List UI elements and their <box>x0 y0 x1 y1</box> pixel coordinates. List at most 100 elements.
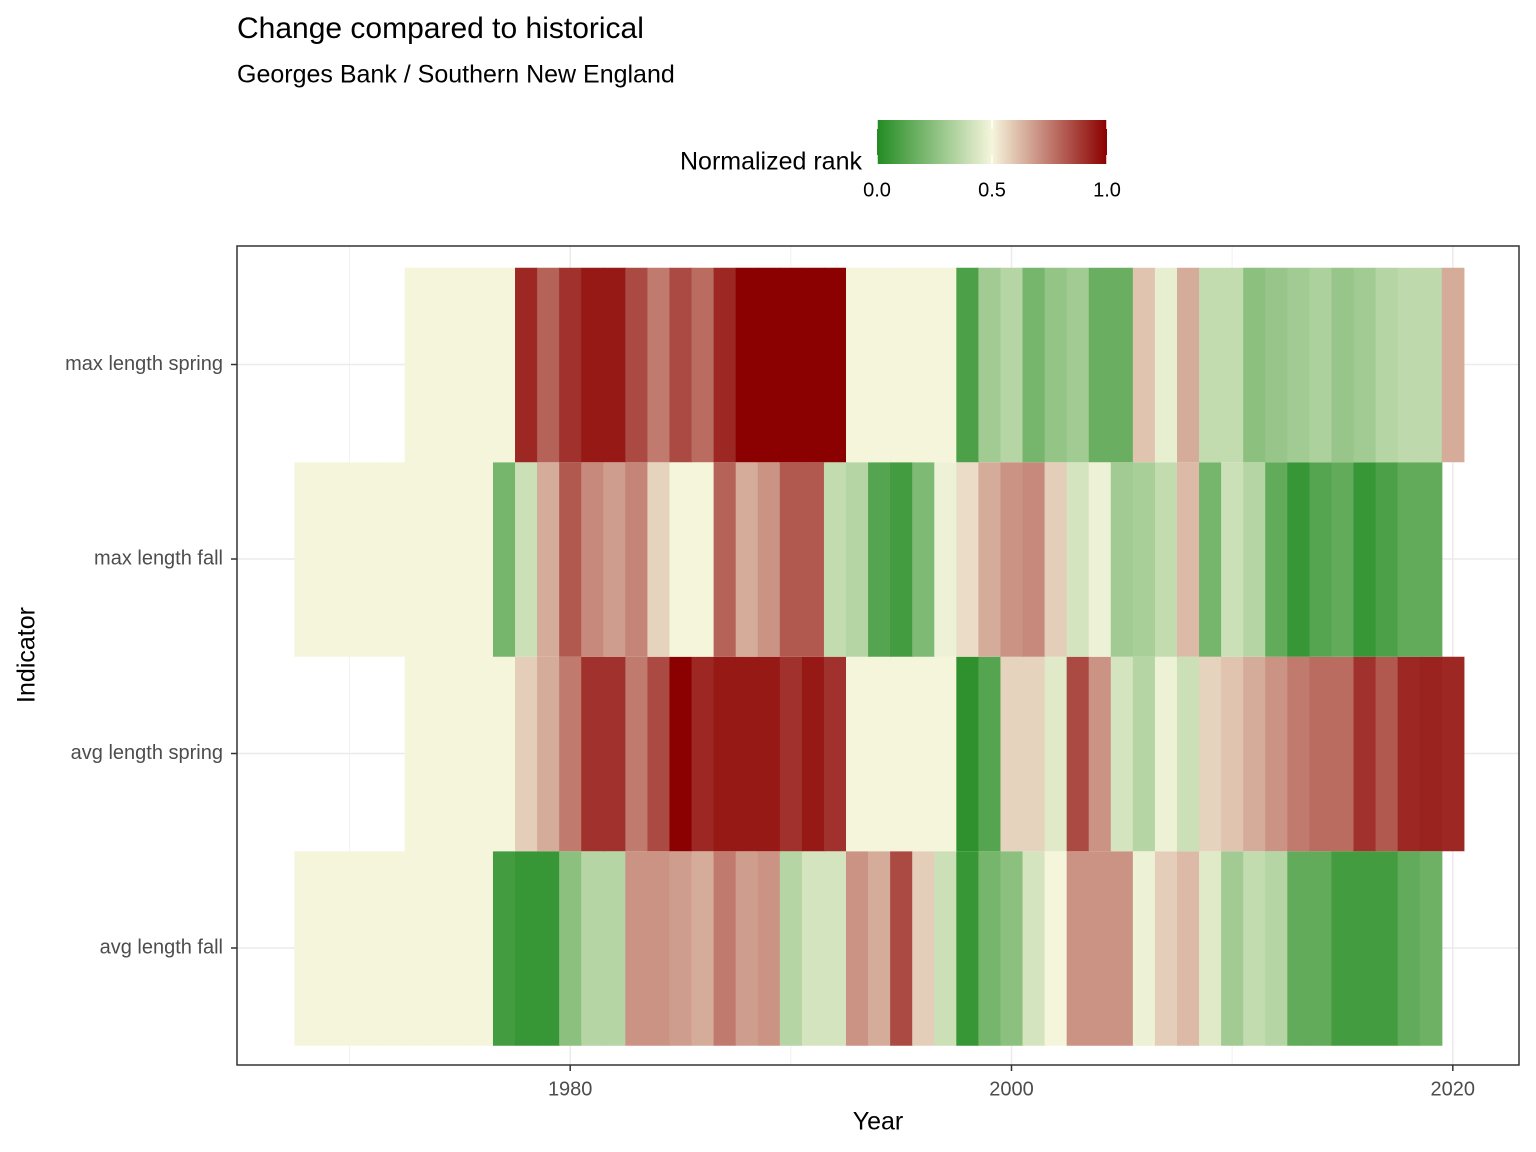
heat-cell <box>713 851 737 1046</box>
heat-cell <box>1331 267 1355 463</box>
y-tick-label: avg length fall <box>100 936 223 958</box>
heat-cell <box>1199 462 1222 657</box>
x-axis-label: Year <box>853 1108 904 1136</box>
heat-cell <box>470 851 494 1046</box>
heat-cell <box>1221 656 1244 852</box>
heat-cell <box>1066 462 1090 657</box>
heat-cell <box>713 656 737 852</box>
heat-cell <box>978 462 1002 657</box>
heat-cell <box>1000 851 1024 1046</box>
heat-cell <box>1176 462 1200 657</box>
heat-cell <box>316 462 340 657</box>
heat-cell <box>1309 851 1333 1046</box>
heat-cell <box>1154 462 1178 657</box>
heat-cell <box>1088 656 1112 852</box>
heat-cell <box>470 462 494 657</box>
heat-cell <box>779 267 803 463</box>
heat-cell <box>823 267 847 463</box>
heat-cell <box>691 462 715 657</box>
heat-cell <box>1243 267 1266 463</box>
heat-cell <box>779 656 803 852</box>
heat-cell <box>1243 462 1266 657</box>
heat-cell <box>1176 851 1200 1046</box>
heat-cell <box>669 462 693 657</box>
heat-cell <box>713 462 737 657</box>
heat-cell <box>890 462 913 657</box>
heat-cell <box>1154 656 1178 852</box>
heat-cell <box>1154 267 1178 463</box>
heat-cell <box>426 267 450 463</box>
heat-cell <box>581 851 604 1046</box>
heat-cell <box>713 267 737 463</box>
heat-cell <box>404 656 428 852</box>
heat-cell <box>294 851 318 1046</box>
heat-cell <box>1397 656 1421 852</box>
heat-cell <box>625 851 649 1046</box>
heat-cell <box>890 656 913 852</box>
heat-cell <box>912 267 935 463</box>
heat-cell <box>801 851 825 1046</box>
heat-cell <box>1088 462 1112 657</box>
heat-cell <box>1441 267 1465 463</box>
heat-cell <box>1375 462 1399 657</box>
heat-cell <box>1066 267 1090 463</box>
heat-cell <box>404 462 428 657</box>
heat-cell <box>823 851 847 1046</box>
heat-cell <box>647 656 671 852</box>
legend-title: Normalized rank <box>680 148 863 176</box>
heat-cell <box>537 462 560 657</box>
heat-cell <box>1287 462 1310 657</box>
heat-cell <box>735 267 759 463</box>
heat-cell <box>1022 267 1046 463</box>
heat-cell <box>426 462 450 657</box>
heat-cell <box>404 851 428 1046</box>
heat-cell <box>360 462 384 657</box>
heat-cell <box>382 462 406 657</box>
heat-cell <box>1441 656 1465 852</box>
heat-cell <box>1331 656 1355 852</box>
heat-cell <box>338 462 362 657</box>
heat-cell <box>581 267 604 463</box>
heat-cell <box>1309 656 1333 852</box>
chart-subtitle: Georges Bank / Southern New England <box>237 61 675 89</box>
heat-cell <box>956 656 979 852</box>
heat-cell <box>515 462 538 657</box>
heat-cell <box>1419 267 1443 463</box>
x-tick-label: 1980 <box>548 1078 593 1100</box>
heat-cell <box>625 462 649 657</box>
heat-cell <box>1265 462 1288 657</box>
heat-cell <box>537 851 560 1046</box>
heat-cell <box>492 462 516 657</box>
y-tick-label: max length spring <box>65 353 223 375</box>
heat-cell <box>1000 267 1024 463</box>
heat-cell <box>1022 656 1046 852</box>
heat-cell <box>779 851 803 1046</box>
heat-cell <box>757 267 781 463</box>
x-tick-label: 2020 <box>1431 1078 1476 1100</box>
heat-cell <box>470 656 494 852</box>
heat-cell <box>492 656 516 852</box>
heat-cell <box>669 851 693 1046</box>
heat-cell <box>1243 656 1266 852</box>
heat-cell <box>492 851 516 1046</box>
heat-cell <box>1353 656 1377 852</box>
heat-cell <box>603 462 626 657</box>
heat-cell <box>1375 267 1399 463</box>
panel-border <box>236 245 1520 1066</box>
heat-cell <box>294 462 318 657</box>
heat-cell <box>581 462 604 657</box>
heat-cell <box>1066 851 1090 1046</box>
heat-cell <box>1154 851 1178 1046</box>
heat-cell <box>801 462 825 657</box>
heat-cell <box>448 656 472 852</box>
heat-cell <box>1132 462 1156 657</box>
heat-cell <box>801 267 825 463</box>
heat-cell <box>1309 462 1333 657</box>
heat-cell <box>515 267 538 463</box>
heat-cell <box>691 851 715 1046</box>
y-tick-label: avg length spring <box>71 742 223 764</box>
heat-cell <box>581 656 604 852</box>
heat-cell <box>1066 656 1090 852</box>
heat-cell <box>1132 267 1156 463</box>
